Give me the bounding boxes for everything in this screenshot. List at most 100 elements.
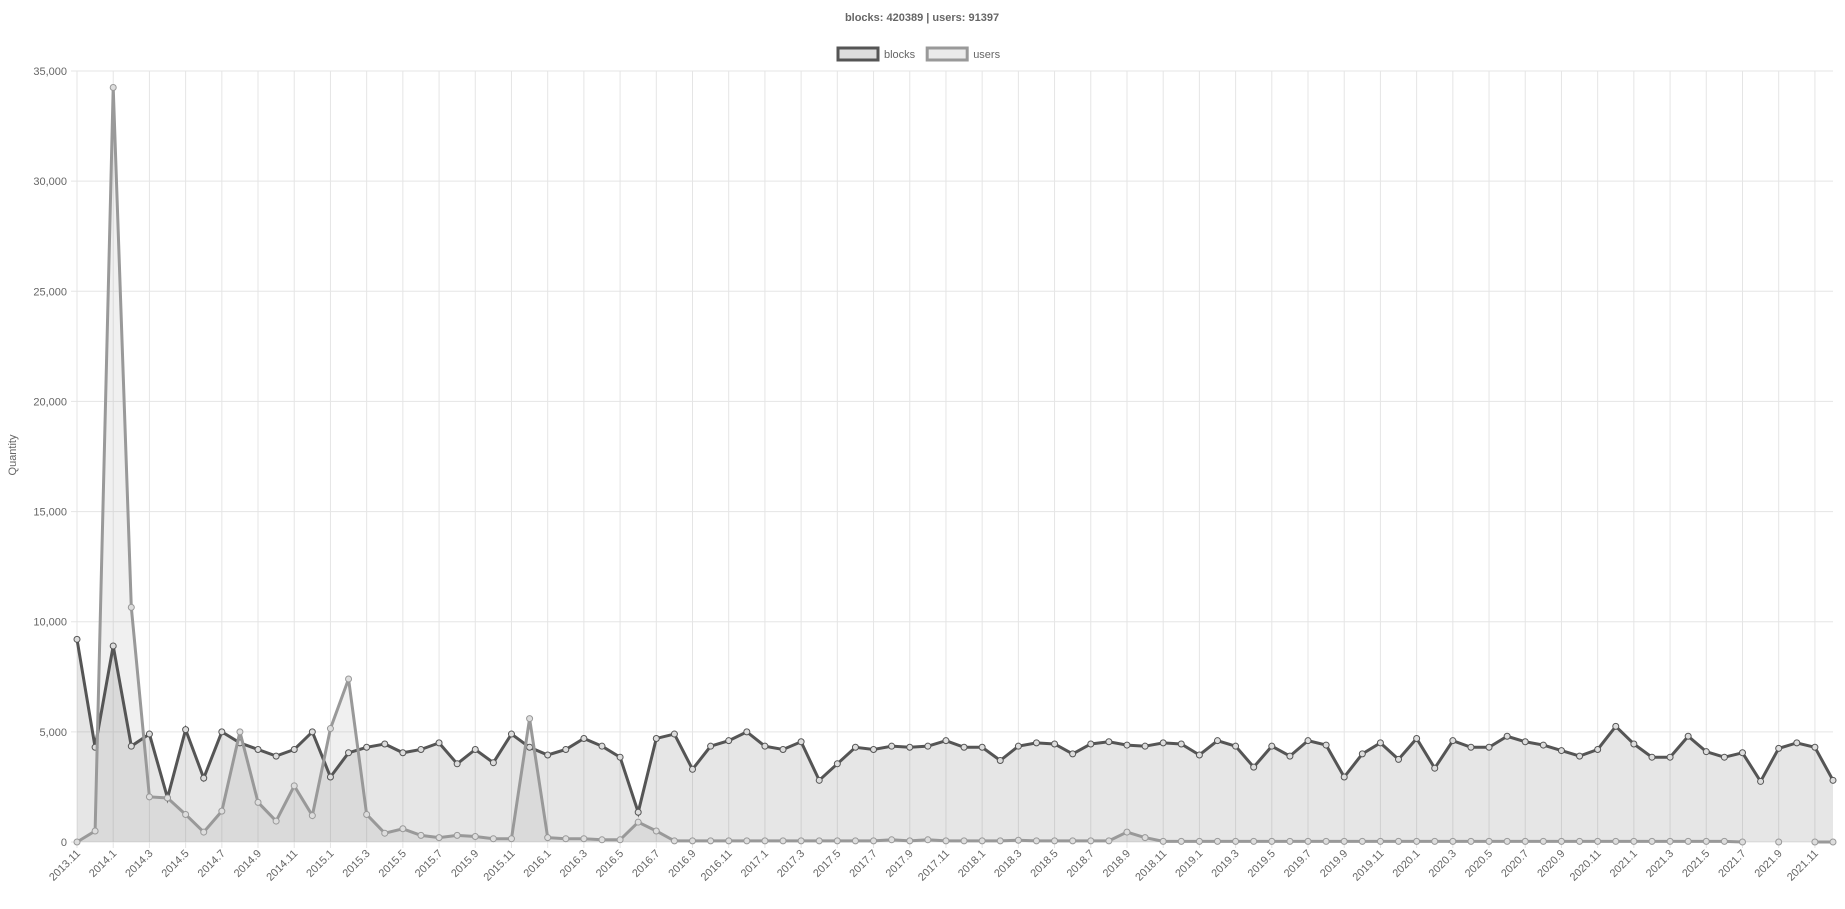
x-tick-label: 2015.1 <box>304 848 336 880</box>
point <box>1576 837 1584 845</box>
y-tick-label: 5,000 <box>39 727 67 739</box>
x-tick-label: 2014.5 <box>159 848 191 880</box>
point <box>1467 743 1475 751</box>
x-tick-label: 2014.9 <box>232 848 264 880</box>
point <box>815 776 823 784</box>
point <box>1250 837 1258 845</box>
point <box>435 834 443 842</box>
x-tick-label: 2013.11 <box>47 848 83 884</box>
x-tick-label: 2016.11 <box>699 848 735 884</box>
point <box>960 837 968 845</box>
point <box>634 818 642 826</box>
point <box>924 836 932 844</box>
point <box>272 817 280 825</box>
point <box>1232 837 1240 845</box>
point <box>1648 837 1656 845</box>
point <box>689 765 697 773</box>
point <box>1069 750 1077 758</box>
point <box>1539 837 1547 845</box>
x-tick-label: 2021.3 <box>1644 848 1676 880</box>
point <box>507 730 515 738</box>
y-axis-label: Quantity <box>7 434 19 475</box>
x-tick-label: 2016.7 <box>630 848 662 880</box>
point <box>1213 837 1221 845</box>
point <box>1376 837 1384 845</box>
point <box>544 751 552 759</box>
point <box>200 828 208 836</box>
point <box>1793 739 1801 747</box>
point <box>326 773 334 781</box>
point <box>1232 742 1240 750</box>
point <box>1485 743 1493 751</box>
point <box>417 745 425 753</box>
point <box>616 836 624 844</box>
legend-swatch <box>836 46 880 62</box>
point <box>562 835 570 843</box>
point <box>1032 837 1040 845</box>
legend-label: users <box>973 49 1000 61</box>
point <box>164 794 172 802</box>
point <box>888 742 896 750</box>
point <box>1630 837 1638 845</box>
point <box>634 808 642 816</box>
x-tick-label: 2021.5 <box>1680 848 1712 880</box>
area <box>77 87 1743 843</box>
x-tick-label: 2020.3 <box>1427 848 1459 880</box>
point <box>562 745 570 753</box>
point <box>978 837 986 845</box>
x-tick-label: 2020.7 <box>1499 848 1531 880</box>
point <box>254 798 262 806</box>
point <box>1069 837 1077 845</box>
point <box>779 837 787 845</box>
point <box>1286 837 1294 845</box>
point <box>1576 752 1584 760</box>
point <box>1612 722 1620 730</box>
y-tick-label: 0 <box>61 837 67 849</box>
x-tick-label: 2021.9 <box>1753 848 1785 880</box>
point <box>526 715 534 723</box>
x-tick-label: 2014.11 <box>264 848 300 884</box>
point <box>145 793 153 801</box>
point <box>1177 837 1185 845</box>
point <box>616 753 624 761</box>
point <box>833 760 841 768</box>
point <box>218 807 226 815</box>
point <box>1413 734 1421 742</box>
x-tick-label: 2017.7 <box>847 848 879 880</box>
point <box>1014 836 1022 844</box>
point <box>489 759 497 767</box>
x-tick-label: 2015.7 <box>413 848 445 880</box>
x-tick-label: 2014.7 <box>196 848 228 880</box>
y-tick-label: 10,000 <box>33 617 67 629</box>
point <box>453 831 461 839</box>
x-tick-label: 2018.5 <box>1028 848 1060 880</box>
point <box>381 829 389 837</box>
point <box>652 827 660 835</box>
x-tick-label: 2017.5 <box>811 848 843 880</box>
point <box>1105 738 1113 746</box>
point <box>218 728 226 736</box>
point <box>417 831 425 839</box>
y-tick-label: 35,000 <box>33 66 67 78</box>
point <box>1159 837 1167 845</box>
point <box>870 745 878 753</box>
x-tick-label: 2017.3 <box>775 848 807 880</box>
point <box>1594 745 1602 753</box>
point <box>109 642 117 650</box>
point <box>1051 837 1059 845</box>
point <box>91 827 99 835</box>
x-tick-label: 2018.7 <box>1065 848 1097 880</box>
point <box>978 743 986 751</box>
point <box>851 743 859 751</box>
point <box>996 756 1004 764</box>
point <box>182 810 190 818</box>
point <box>1503 837 1511 845</box>
point <box>906 837 914 845</box>
x-tick-label: 2015.11 <box>482 848 518 884</box>
point <box>1684 837 1692 845</box>
x-tick-label: 2018.1 <box>956 848 988 880</box>
x-tick-label: 2015.9 <box>449 848 481 880</box>
point <box>489 835 497 843</box>
point <box>1449 837 1457 845</box>
